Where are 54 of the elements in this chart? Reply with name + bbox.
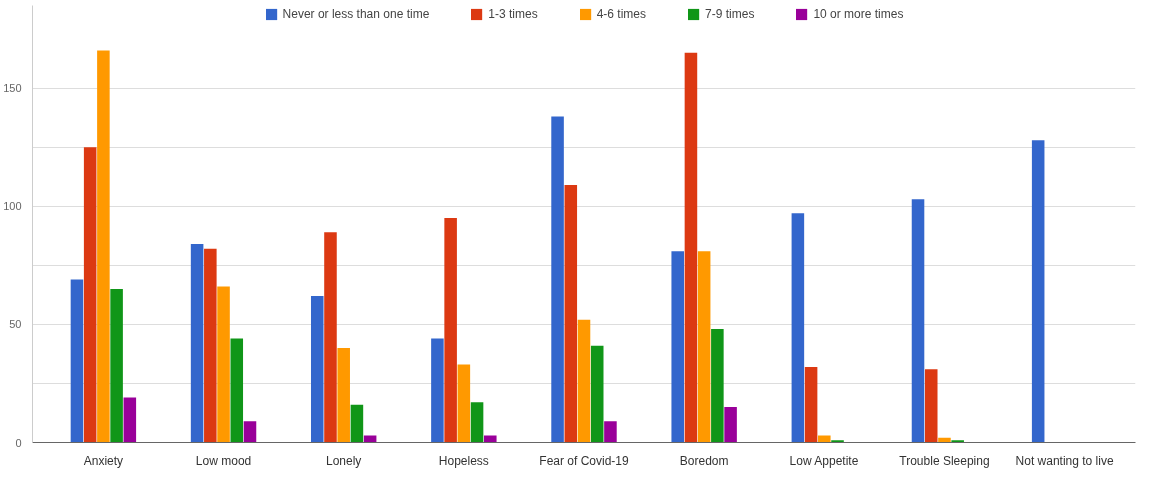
bar (324, 232, 337, 443)
y-tick-label: 100 (3, 200, 22, 213)
legend-label: 7-9 times (705, 7, 755, 21)
bar (70, 279, 84, 443)
bar (110, 288, 123, 443)
x-tick-label: Fear of Covid-19 (539, 453, 630, 468)
bar (684, 52, 698, 443)
bar (470, 402, 484, 443)
bar (911, 199, 925, 443)
bar (190, 244, 204, 443)
legend-label: 1-3 times (488, 7, 538, 21)
y-tick-label: 50 (9, 318, 22, 331)
bar (97, 50, 110, 443)
y-tick-label: 150 (3, 82, 22, 95)
x-tick-label: Low Appetite (789, 453, 859, 468)
x-tick-label: Low mood (195, 453, 252, 468)
bar (551, 116, 564, 443)
bar (243, 421, 257, 443)
bar (83, 147, 97, 443)
bar (484, 435, 497, 443)
x-tick-label: Not wanting to live (1015, 453, 1114, 468)
bar (791, 213, 805, 443)
bar (577, 319, 591, 443)
x-tick-label: Boredom (679, 453, 729, 468)
x-tick-label: Anxiety (83, 453, 124, 468)
bar (671, 251, 684, 443)
x-tick-label: Trouble Sleeping (899, 453, 990, 468)
bar (337, 348, 350, 443)
bar (924, 369, 938, 443)
bar (217, 286, 230, 443)
bar (564, 185, 578, 443)
legend-label: 10 or more times (813, 7, 904, 21)
bar (818, 435, 831, 443)
bar (804, 366, 818, 443)
bar (230, 338, 244, 443)
bar (724, 407, 737, 443)
bar (457, 364, 471, 443)
x-tick-label: Hopeless (438, 453, 489, 468)
bar (363, 435, 377, 443)
bar (431, 338, 444, 443)
y-tick-label: 0 (15, 436, 22, 449)
x-tick-label: Lonely (326, 453, 362, 468)
bar (1031, 140, 1045, 443)
bar (590, 345, 604, 443)
legend-label: Never or less than one time (282, 7, 430, 21)
bar (697, 251, 711, 443)
bar (350, 404, 364, 443)
bar (310, 296, 324, 443)
bar (604, 421, 617, 443)
bar (444, 218, 457, 443)
bar (123, 397, 137, 443)
bar (204, 248, 217, 443)
bar (711, 329, 724, 443)
legend-label: 4-6 times (596, 7, 647, 21)
